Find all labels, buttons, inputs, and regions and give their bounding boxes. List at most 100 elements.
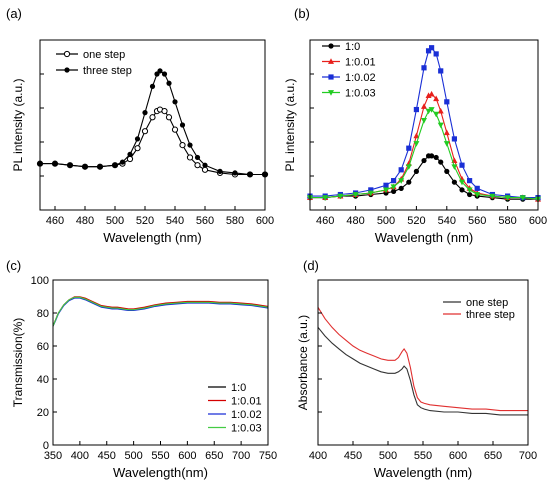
legend: 1:01:0.011:0.021:0.03 [208, 382, 262, 435]
data-point [398, 167, 404, 173]
data-point [406, 179, 412, 185]
x-tick-label: 600 [449, 450, 467, 462]
panel-label: (b) [294, 6, 310, 21]
x-axis-label: Wavelength (nm) [103, 230, 202, 245]
data-point [368, 187, 374, 193]
series-1 [52, 296, 269, 327]
panel-label: (c) [6, 258, 21, 273]
series-line [52, 296, 269, 327]
series-line [317, 307, 528, 412]
data-point [187, 142, 193, 148]
x-tick-label: 450 [98, 450, 116, 462]
legend-label: 1:0.01 [345, 57, 376, 69]
data-point [405, 164, 412, 170]
x-tick-label: 550 [151, 450, 169, 462]
data-point [149, 114, 156, 121]
series-line [317, 326, 528, 416]
data-point [172, 99, 178, 105]
panel-label: (d) [303, 258, 319, 273]
data-point [437, 122, 444, 129]
panel-2: (b) 460 480 500 520 540 560 580 600 Wavelength (n… [283, 6, 547, 245]
data-point [202, 162, 208, 168]
data-point [489, 193, 496, 200]
data-point [157, 68, 163, 74]
data-point [247, 171, 253, 178]
data-point [82, 164, 88, 170]
data-point [474, 185, 480, 191]
data-point [322, 195, 329, 201]
data-point [474, 192, 481, 198]
data-point [52, 161, 58, 167]
data-point [438, 159, 444, 165]
y-tick-label: 40 [37, 374, 49, 386]
data-point [413, 141, 420, 147]
legend-label: 1:0.03 [345, 88, 376, 100]
data-point [112, 162, 118, 168]
data-point [459, 187, 465, 193]
data-point [519, 195, 526, 201]
data-point [390, 184, 397, 191]
data-point [413, 132, 420, 139]
series-2 [37, 68, 268, 178]
x-tick-label: 700 [232, 450, 250, 462]
data-point [119, 159, 126, 165]
legend-marker [64, 67, 70, 73]
x-tick-label: 550 [414, 450, 432, 462]
data-point [217, 168, 223, 174]
y-tick-label: 20 [37, 407, 49, 419]
legend: 1:01:0.011:0.021:0.03 [322, 41, 376, 100]
data-point [166, 80, 172, 86]
x-tick-label: 600 [529, 215, 547, 227]
data-point [433, 154, 439, 161]
legend-marker [328, 58, 334, 64]
data-point [232, 170, 238, 176]
data-point [467, 191, 473, 198]
data-point [467, 178, 473, 184]
data-point [179, 122, 186, 128]
x-tick-label: 700 [519, 450, 537, 462]
data-point [437, 107, 444, 114]
data-point [429, 45, 435, 51]
data-point [161, 71, 168, 77]
series-4 [52, 296, 269, 327]
data-point [67, 162, 73, 168]
data-point [352, 192, 359, 198]
data-point [421, 103, 427, 109]
data-point [149, 83, 156, 89]
x-tick-label: 460 [46, 215, 64, 227]
legend-label: 1:0.02 [231, 409, 262, 421]
data-point [444, 168, 450, 174]
data-point [179, 141, 186, 149]
series-line [310, 93, 539, 200]
data-point [504, 195, 511, 201]
data-point [413, 106, 419, 113]
x-tick-label: 500 [377, 215, 395, 227]
x-tick-label: 450 [344, 450, 362, 462]
data-point [443, 141, 450, 147]
x-tick-label: 540 [166, 215, 184, 227]
data-point [433, 111, 440, 118]
series-2 [52, 296, 269, 327]
data-point [383, 187, 389, 194]
x-tick-label: 400 [71, 450, 89, 462]
data-point [428, 107, 435, 113]
x-tick-label: 750 [259, 450, 277, 462]
data-point [134, 136, 141, 142]
x-tick-label: 540 [438, 215, 456, 227]
data-point [438, 68, 444, 74]
x-axis-label: Wavelength (nm) [375, 230, 474, 245]
y-axis-label: PL intensity (a.u.) [11, 79, 25, 172]
data-point [383, 182, 389, 188]
data-point [391, 188, 397, 195]
plot-frame [39, 39, 266, 211]
data-point [142, 110, 148, 116]
x-tick-label: 500 [379, 450, 397, 462]
data-point [171, 126, 179, 133]
data-point [97, 164, 103, 170]
data-point [165, 114, 173, 121]
x-tick-label: 350 [44, 450, 62, 462]
data-point [127, 151, 133, 157]
x-axis-label: Wavelength(nm) [113, 465, 208, 480]
